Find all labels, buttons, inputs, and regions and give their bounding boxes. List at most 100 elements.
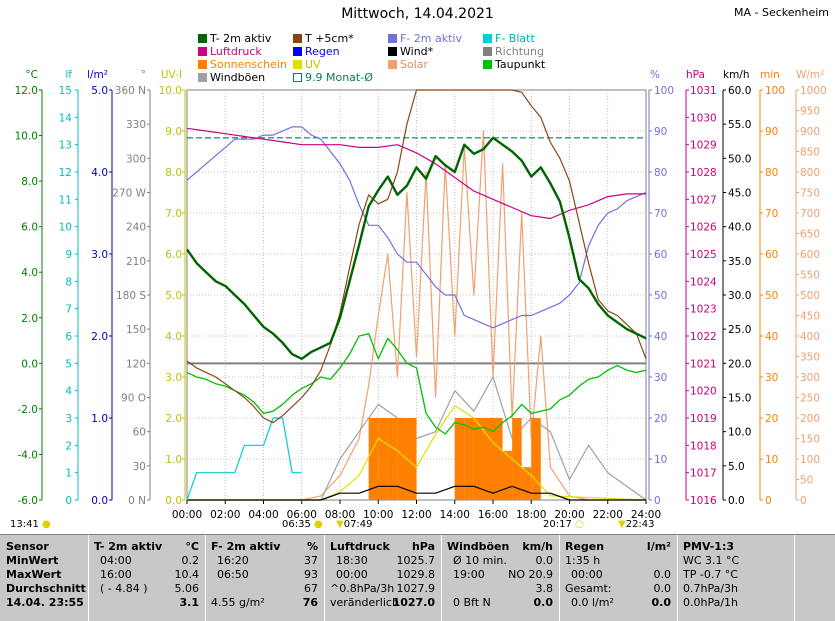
legend-swatch [293, 34, 302, 43]
legend-swatch [293, 47, 302, 56]
axis-tick-label: 60 [765, 249, 778, 261]
axis-unit-label: °C [25, 69, 38, 81]
sunshine-bar [368, 418, 379, 500]
moonrise-marker: 13:41 ● [10, 519, 51, 530]
axis-tick-label: 60 [654, 249, 667, 261]
x-tick-label: 02:00 [210, 509, 240, 521]
legend-swatch [198, 60, 207, 69]
axis-tick-label: 0.0 [728, 495, 745, 507]
legend-item: F- Blatt [483, 32, 535, 45]
axis-tick-label: 40 [654, 331, 667, 343]
stats-cell: 0.0 l/m² [571, 596, 614, 609]
legend-swatch [198, 73, 207, 82]
sunshine-bar [512, 418, 522, 500]
stats-cell: WC 3.1 °C [683, 554, 740, 567]
legend-label: T- 2m aktiv [210, 32, 272, 45]
axis-tick-label: 25.0 [728, 324, 751, 336]
axis-tick-label: 80 [654, 167, 667, 179]
stats-value: 0.0 [651, 596, 672, 609]
axis-unit-label: UV-I [161, 69, 182, 81]
stats-cell: TP -0.7 °C [683, 568, 738, 581]
x-tick-label: 22:00 [593, 509, 623, 521]
axis-tick-label: 2.0 [91, 331, 108, 343]
stats-col-pressure: Luftdruck hPa 18:30 1025.7 00:00 1029.8 ^0.… [324, 535, 442, 621]
sunrise-time: 06:35 [282, 519, 311, 530]
axis-tick-label: 4.0 [91, 167, 108, 179]
series-line-f-blatt [186, 417, 302, 501]
axis-tick-label: 55.0 [728, 119, 751, 131]
solar-noon-time: 07:49 [343, 519, 373, 530]
stats-unit: hPa [411, 540, 435, 553]
axis-tick-label: 900 [800, 126, 820, 138]
x-tick-label: 10:00 [363, 509, 393, 521]
axis-tick-label: 30 [654, 372, 667, 384]
x-tick-label: 14:00 [440, 509, 470, 521]
legend-label: 9.9 Monat-Ø [305, 71, 373, 84]
axis-tick-label: 40.0 [728, 222, 751, 234]
axis-tick-label: 20 [765, 413, 778, 425]
x-tick-label: 12:00 [401, 509, 431, 521]
axis-unit-label: W/m² [796, 69, 824, 81]
stats-cell: Gesamt: [565, 582, 612, 595]
axis-tick-label: 7 [65, 304, 72, 316]
axis-tick-label: 2.0 [165, 413, 182, 425]
stats-value: 0.0 [535, 554, 554, 567]
axis-tick-label: 1020 [690, 386, 717, 398]
legend-swatch [388, 60, 397, 69]
moonset-time: 22:43 [625, 519, 655, 530]
axis-tick-label: 3.0 [91, 249, 108, 261]
stats-col-gusts: Windböen km/h Ø 10 min. 0.0 19:00 NO 20.9 3… [441, 535, 560, 621]
axis-tick-label: 300 [126, 153, 146, 165]
axis-tick-label: 8.0 [21, 176, 38, 188]
legend-item: T- 2m aktiv [198, 32, 271, 45]
axis-tick-label: 11 [59, 194, 72, 206]
axis-tick-label: 350 [800, 352, 820, 364]
stats-head: Luftdruck [330, 540, 390, 553]
axis-tick-label: 1031 [690, 85, 717, 97]
legend-swatch [198, 34, 207, 43]
axis-tick-label: 9 [65, 249, 72, 261]
chart-title: Mittwoch, 14.04.2021 [341, 6, 494, 22]
stats-col-pmv: PMV-1:3 WC 3.1 °C TP -0.7 °C 0.7hPa/3h 0… [677, 535, 795, 621]
axis-tick-label: -2.0 [18, 404, 39, 416]
axis-tick-label: 1025 [690, 249, 717, 261]
axis-tick-label: 1 [65, 468, 72, 480]
legend-item: Wind* [388, 45, 433, 58]
stats-unit: % [306, 540, 318, 553]
axis-tick-label: 800 [800, 167, 820, 179]
stats-value: 3.8 [535, 582, 554, 595]
stats-cell: 19:00 [453, 568, 485, 581]
axis-tick-label: 0 [654, 495, 661, 507]
axis-tick-label: 30 [765, 372, 778, 384]
axis-tick-label: 1000 [800, 85, 827, 97]
x-tick-label: 00:00 [172, 509, 202, 521]
moonrise-time: 13:41 [10, 519, 39, 530]
stats-label: 14.04. 23:55 [6, 596, 84, 609]
sunshine-bar [483, 418, 493, 500]
axis-tick-label: 210 [126, 256, 146, 268]
axis-tick-label: -4.0 [18, 449, 39, 461]
series-line-windb-en [187, 376, 647, 501]
stats-cell: 00:00 [336, 568, 368, 581]
axis-tick-label: 10 [654, 454, 667, 466]
axis-tick-label: 50 [765, 290, 778, 302]
stats-value: 0.0 [653, 582, 672, 595]
axis-tick-label: 9.0 [165, 126, 182, 138]
axis-unit-label: l/m² [87, 69, 108, 81]
axis-tick-label: 100 [765, 85, 785, 97]
axis-tick-label: 30.0 [728, 290, 751, 302]
axis-unit-label: hPa [686, 69, 705, 81]
axis-tick-label: 4 [65, 386, 72, 398]
stats-col-rain: Regen l/m² 1:35 h 00:00 0.0 Gesamt: 0.0 0.0… [559, 535, 678, 621]
axis-tick-label: 1030 [690, 112, 717, 124]
axis-tick-label: 2 [65, 440, 72, 452]
legend-label: T +5cm* [305, 32, 354, 45]
stats-cell: Ø 10 min. [453, 554, 507, 567]
legend-label: F- Blatt [495, 32, 535, 45]
stats-label: MinWert [6, 554, 59, 567]
legend-swatch [293, 73, 302, 82]
sunshine-bar [473, 418, 484, 500]
stats-cell: 00:00 [571, 568, 603, 581]
axis-tick-label: 10 [59, 222, 72, 234]
axis-tick-label: 50.0 [728, 153, 751, 165]
